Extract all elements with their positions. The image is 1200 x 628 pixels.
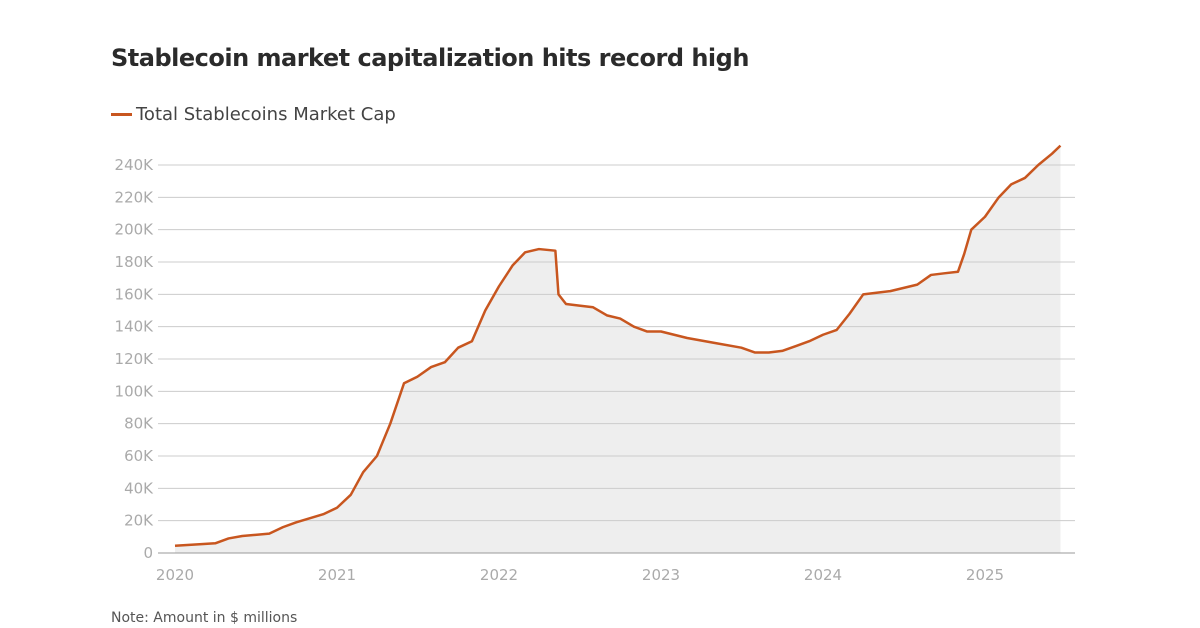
- chart-title: Stablecoin market capitalization hits re…: [111, 44, 749, 72]
- y-tick-label: 160K: [115, 285, 155, 303]
- y-tick-label: 20K: [124, 512, 154, 530]
- y-tick-label: 220K: [115, 188, 155, 206]
- y-tick-label: 120K: [115, 350, 155, 368]
- y-tick-label: 60K: [124, 447, 154, 465]
- y-tick-label: 240K: [115, 156, 155, 174]
- x-tick-label: 2020: [156, 566, 194, 584]
- x-tick-label: 2023: [642, 566, 680, 584]
- area-fill: [175, 145, 1061, 553]
- series-line: [174, 144, 1062, 547]
- legend-swatch: [111, 113, 132, 116]
- y-tick-label: 0: [143, 544, 153, 562]
- x-tick-label: 2024: [804, 566, 842, 584]
- legend-label: Total Stablecoins Market Cap: [136, 104, 396, 125]
- y-tick-label: 140K: [115, 318, 155, 336]
- y-tick-label: 200K: [115, 221, 155, 239]
- x-tick-label: 2022: [480, 566, 518, 584]
- x-tick-label: 2021: [318, 566, 356, 584]
- y-tick-label: 180K: [115, 253, 155, 271]
- y-tick-label: 80K: [124, 415, 154, 433]
- legend: Total Stablecoins Market Cap: [111, 104, 396, 125]
- x-tick-label: 2025: [966, 566, 1004, 584]
- chart-note: Note: Amount in $ millions: [111, 610, 298, 626]
- y-tick-label: 100K: [115, 382, 155, 400]
- y-tick-label: 40K: [124, 479, 154, 497]
